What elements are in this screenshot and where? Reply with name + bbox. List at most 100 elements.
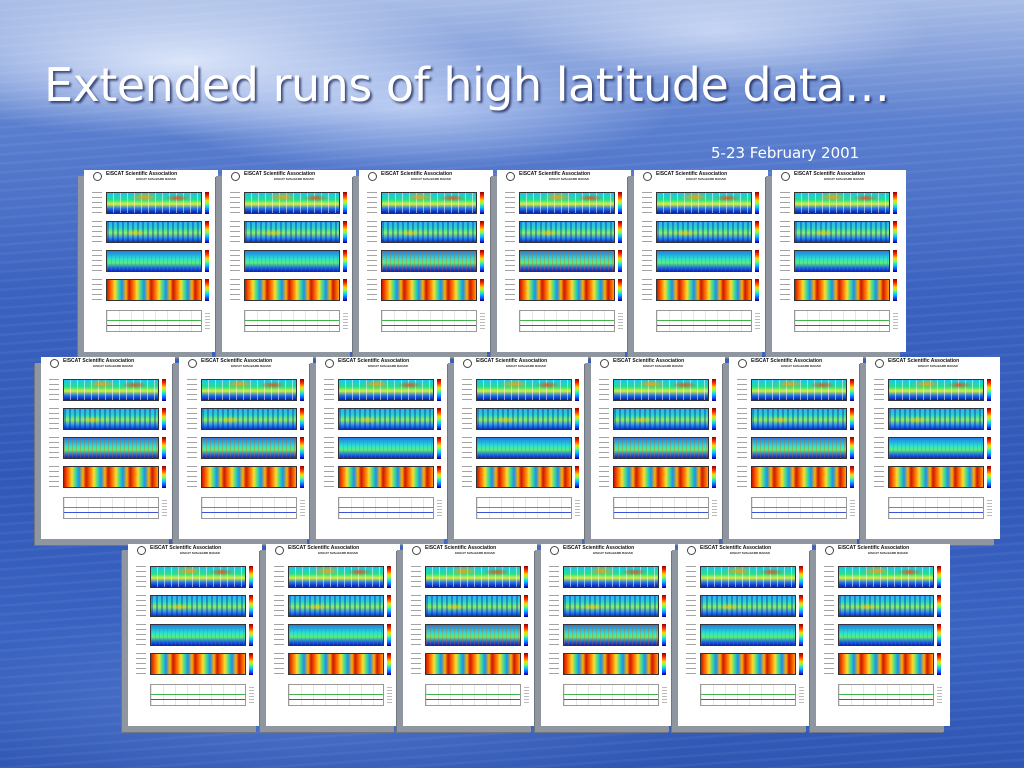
colorbar (437, 408, 441, 430)
panel-axis-label (599, 437, 609, 459)
slide-title: Extended runs of high latitude data… (44, 58, 890, 112)
colorbar (662, 624, 666, 646)
colorbar (850, 379, 854, 401)
colorbar (987, 437, 991, 459)
colorbar (524, 624, 528, 646)
colorbar (387, 566, 391, 588)
colorbar (850, 437, 854, 459)
ion-temperature-plot (201, 437, 297, 459)
colorbar (712, 437, 716, 459)
colorbar (524, 653, 528, 675)
panel-axis-label (642, 221, 652, 243)
panel-axis-label (367, 279, 377, 301)
panel-axis-label (324, 466, 334, 488)
thumbnail-page: EISCAT Scientific Association EISCAT SVAL… (541, 544, 675, 726)
ion-velocity-plot (700, 653, 796, 675)
panel-axis-label (367, 221, 377, 243)
colorbar (799, 595, 803, 617)
electron-density-plot (563, 566, 659, 588)
page-header: EISCAT Scientific Association EISCAT SVAL… (222, 170, 356, 184)
eiscat-logo-icon (600, 359, 609, 368)
ion-velocity-plot (794, 279, 890, 301)
colorbar (524, 595, 528, 617)
colorbar (387, 595, 391, 617)
colorbar (618, 192, 622, 214)
panel-axis-label (599, 466, 609, 488)
parameter-line-plot (563, 684, 659, 706)
colorbar (618, 279, 622, 301)
colorbar (343, 279, 347, 301)
organization-name: EISCAT Scientific Association (888, 358, 960, 364)
colorbar (755, 221, 759, 243)
radar-name: EISCAT SVALBARD RADAR (411, 177, 451, 181)
ion-velocity-plot (338, 466, 434, 488)
colorbar (249, 595, 253, 617)
organization-name: EISCAT Scientific Association (519, 171, 591, 177)
eiscat-logo-icon (412, 546, 421, 555)
eiscat-logo-icon (506, 172, 515, 181)
panel-axis-label (549, 595, 559, 617)
colorbar (300, 379, 304, 401)
panel-axis-label (49, 408, 59, 430)
radar-name: EISCAT SVALBARD RADAR (593, 551, 633, 555)
page-header: EISCAT Scientific Association EISCAT SVAL… (772, 170, 906, 184)
electron-temperature-plot (201, 408, 297, 430)
organization-name: EISCAT Scientific Association (150, 545, 222, 551)
panel-axis-label (187, 379, 197, 401)
eiscat-logo-icon (137, 546, 146, 555)
panel-axis-label (780, 250, 790, 272)
parameter-line-plot (888, 497, 984, 519)
electron-temperature-plot (288, 595, 384, 617)
panel-axis-label (599, 408, 609, 430)
electron-temperature-plot (888, 408, 984, 430)
electron-density-plot (425, 566, 521, 588)
panel-axis-label (549, 653, 559, 675)
electron-temperature-plot (150, 595, 246, 617)
page-footnote (437, 500, 442, 516)
electron-temperature-plot (106, 221, 202, 243)
panel-axis-label (367, 192, 377, 214)
colorbar (343, 221, 347, 243)
electron-density-plot (794, 192, 890, 214)
thumbnail-page: EISCAT Scientific Association EISCAT SVAL… (179, 357, 313, 539)
organization-name: EISCAT Scientific Association (751, 358, 823, 364)
parameter-line-plot (201, 497, 297, 519)
panel-axis-label (549, 566, 559, 588)
electron-temperature-plot (563, 595, 659, 617)
panel-axis-label (324, 437, 334, 459)
ion-velocity-plot (888, 466, 984, 488)
eiscat-logo-icon (738, 359, 747, 368)
colorbar (205, 221, 209, 243)
colorbar (162, 408, 166, 430)
colorbar (480, 192, 484, 214)
panel-axis-label (324, 379, 334, 401)
organization-name: EISCAT Scientific Association (106, 171, 178, 177)
parameter-line-plot (700, 684, 796, 706)
ion-temperature-plot (63, 437, 159, 459)
panel-axis-label (505, 250, 515, 272)
panel-axis-label (92, 192, 102, 214)
organization-name: EISCAT Scientific Association (613, 358, 685, 364)
ion-temperature-plot (476, 437, 572, 459)
organization-name: EISCAT Scientific Association (838, 545, 910, 551)
panel-axis-label (780, 192, 790, 214)
thumbnail-page: EISCAT Scientific Association EISCAT SVAL… (634, 170, 768, 352)
page-header: EISCAT Scientific Association EISCAT SVAL… (634, 170, 768, 184)
radar-name: EISCAT SVALBARD RADAR (93, 364, 133, 368)
colorbar (575, 437, 579, 459)
parameter-line-plot (751, 497, 847, 519)
eiscat-logo-icon (550, 546, 559, 555)
ion-velocity-plot (656, 279, 752, 301)
panel-axis-label (686, 595, 696, 617)
parameter-line-plot (476, 497, 572, 519)
colorbar (205, 192, 209, 214)
panel-axis-label (274, 624, 284, 646)
panel-axis-label (230, 250, 240, 272)
page-footnote (524, 687, 529, 703)
page-header: EISCAT Scientific Association EISCAT SVAL… (266, 544, 400, 558)
electron-temperature-plot (838, 595, 934, 617)
colorbar (618, 221, 622, 243)
radar-name: EISCAT SVALBARD RADAR (918, 364, 958, 368)
panel-axis-label (780, 279, 790, 301)
colorbar (480, 279, 484, 301)
